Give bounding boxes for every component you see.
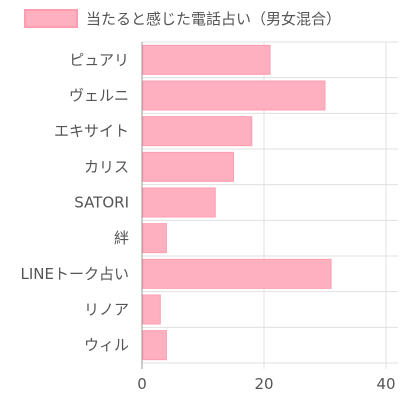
category-label: ヴェルニ	[69, 87, 129, 105]
bar	[142, 187, 216, 218]
bar	[142, 330, 167, 361]
bar	[142, 258, 332, 289]
bar	[142, 44, 271, 75]
x-tick-label: 20	[254, 375, 273, 393]
category-label: 絆	[114, 229, 129, 247]
bar	[142, 151, 234, 182]
category-label: リノア	[84, 301, 129, 319]
category-label: ウィル	[84, 336, 129, 354]
bar	[142, 223, 167, 254]
bars	[142, 44, 332, 361]
category-label: LINEトーク占い	[21, 265, 129, 283]
category-label: エキサイト	[54, 122, 129, 140]
category-label: SATORI	[74, 194, 129, 212]
x-tick-label: 40	[376, 375, 395, 393]
legend-swatch	[24, 9, 78, 28]
bar	[142, 80, 326, 111]
legend-label: 当たると感じた電話占い（男女混合）	[86, 10, 341, 28]
bar	[142, 294, 161, 325]
bar	[142, 116, 253, 147]
legend: 当たると感じた電話占い（男女混合）	[24, 9, 341, 28]
category-label: カリス	[84, 158, 129, 176]
x-axis-ticks: 0 20 40	[137, 375, 395, 393]
x-tick-label: 0	[137, 375, 147, 393]
category-label: ピュアリ	[69, 51, 129, 69]
